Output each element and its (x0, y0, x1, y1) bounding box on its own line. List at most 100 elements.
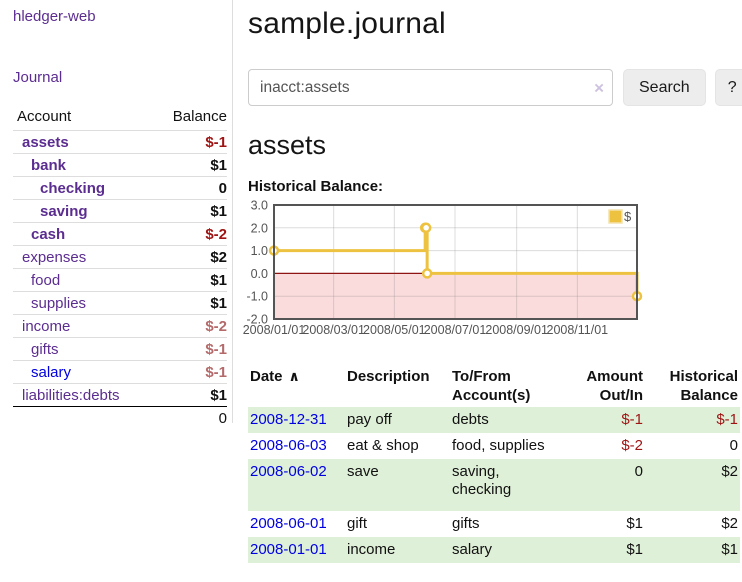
register-description: income (347, 541, 396, 558)
register-column-header: Description (345, 365, 450, 407)
sidebar-account-link[interactable]: income (22, 318, 71, 335)
column-label: Historical Balance (669, 368, 738, 404)
register-column-header[interactable]: Date ∧ (248, 365, 345, 407)
account-row: cash $-2 (13, 222, 227, 246)
y-tick-label: 1.0 (251, 244, 268, 258)
accounts-header-account: Account (17, 108, 72, 125)
sidebar-account-link[interactable]: checking (40, 180, 106, 197)
x-tick-label: 2008/07/01 (424, 323, 487, 337)
register-row: 2008-06-03 eat & shop food, supplies $-2 0 (248, 433, 740, 459)
sort-ascending-icon: ∧ (288, 368, 300, 384)
search-button[interactable]: Search (623, 69, 706, 106)
sidebar-account-link[interactable]: expenses (22, 249, 87, 266)
register-balance: $2 (721, 463, 738, 480)
register-date-link[interactable]: 2008-06-03 (250, 437, 327, 454)
sidebar-account-link[interactable]: assets (22, 134, 69, 151)
register-balance: $2 (721, 515, 738, 532)
chart-point-marker (420, 222, 432, 234)
account-balance: $1 (154, 199, 227, 223)
register-accounts: gifts (452, 515, 480, 532)
register-accounts: food, supplies (452, 437, 545, 454)
help-button[interactable]: ? (714, 69, 742, 106)
account-balance: $1 (154, 268, 227, 292)
register-amount: $-2 (621, 437, 643, 454)
x-tick-label: 2008/03/01 (302, 323, 365, 337)
register-amount: 0 (634, 463, 643, 480)
y-tick-label: -2.0 (246, 313, 268, 327)
search-form: × Search ? (248, 69, 742, 106)
account-row: gifts $-1 (13, 337, 227, 361)
account-balance: $1 (154, 291, 227, 315)
sidebar-account-link[interactable]: bank (31, 157, 67, 174)
account-row: food $1 (13, 268, 227, 292)
chart-point-marker (421, 268, 433, 279)
clear-search-icon[interactable]: × (594, 78, 604, 97)
account-balance: $-2 (154, 222, 227, 246)
register-row: 2008-06-01 gift gifts $1 $2 (248, 511, 740, 537)
account-balance: $-1 (154, 337, 227, 361)
account-row: salary $-1 (13, 360, 227, 384)
x-tick-label: 2008/11/01 (547, 323, 609, 337)
historical-balance-chart: $3.0 2.0 1.0 0.0 -1.0 -2.0 2008/01/01 2008/03/0… (238, 199, 742, 343)
account-row: bank $1 (13, 153, 227, 177)
chart-title: Historical Balance: (248, 178, 384, 195)
register-header-row: Date ∧ Description To/From Account(s) Amount… (248, 365, 740, 407)
search-input[interactable] (248, 69, 613, 106)
balance-chart-svg: $3.0 2.0 1.0 0.0 -1.0 -2.02008/01/012008/03/0… (243, 199, 643, 337)
chart-legend-swatch (608, 209, 623, 224)
account-balance: 0 (154, 176, 227, 200)
y-tick-label: 3.0 (251, 199, 268, 213)
sidebar-item-journal[interactable]: Journal (13, 69, 63, 86)
account-balance: $1 (154, 153, 227, 177)
register-description: save (347, 463, 379, 480)
register-description: eat & shop (347, 437, 419, 454)
account-row: expenses $2 (13, 245, 227, 269)
brand-link[interactable]: hledger-web (13, 8, 96, 25)
register-date-link[interactable]: 2008-12-31 (250, 411, 327, 428)
sidebar-account-link[interactable]: saving (40, 203, 88, 220)
account-row: saving $1 (13, 199, 227, 223)
page: hledger-web Journal Account Balance asse… (13, 0, 742, 563)
y-tick-label: 2.0 (251, 221, 268, 235)
register-table: Date ∧ Description To/From Account(s) Amount… (248, 365, 740, 563)
register-column-header: Amount Out/In (560, 365, 645, 407)
register-row: 2008-06-02 save saving, checking 0 $2 (248, 459, 740, 511)
sidebar-account-link[interactable]: food (31, 272, 61, 289)
sidebar-account-link[interactable]: gifts (31, 341, 59, 358)
register-date-link[interactable]: 2008-01-01 (250, 541, 327, 558)
account-row: income $-2 (13, 314, 227, 338)
register-date-link[interactable]: 2008-06-02 (250, 463, 327, 480)
register-row: 2008-12-31 pay off debts $-1 $-1 (248, 407, 740, 433)
chart-border (273, 204, 638, 320)
column-label: Description (347, 368, 430, 385)
search-box: × (248, 69, 613, 106)
accounts-table: Account Balance assets $-1 bank $1 checking 0… (13, 104, 227, 429)
register-accounts: debts (452, 411, 489, 428)
register-date-link[interactable]: 2008-06-01 (250, 515, 327, 532)
sidebar-account-link[interactable]: salary (31, 364, 72, 381)
register-amount: $1 (626, 541, 643, 558)
y-tick-label: 0.0 (251, 267, 268, 281)
sidebar-account-link[interactable]: liabilities:debts (22, 387, 120, 404)
account-balance: $1 (154, 383, 227, 407)
sidebar-account-link[interactable]: cash (31, 226, 66, 243)
accounts-header-row: Account Balance (13, 104, 227, 131)
account-row: supplies $1 (13, 291, 227, 315)
account-balance: $2 (154, 245, 227, 269)
register-balance: $1 (721, 541, 738, 558)
register-balance: $-1 (716, 411, 738, 428)
register-description: gift (347, 515, 368, 532)
sidebar-account-link[interactable]: supplies (31, 295, 87, 312)
account-row: liabilities:debts $1 (13, 383, 227, 407)
x-tick-label: 2008/09/01 (485, 323, 548, 337)
x-tick-label: 2008/01/01 (243, 323, 306, 337)
register-amount: $-1 (621, 411, 643, 428)
y-tick-label: -1.0 (246, 290, 268, 304)
account-heading: assets (248, 130, 327, 160)
x-tick-label: 2008/05/01 (363, 323, 426, 337)
column-label: To/From Account(s) (452, 368, 531, 404)
account-balance: $-1 (154, 360, 227, 384)
register-accounts: salary (452, 541, 493, 558)
account-balance: $-1 (154, 130, 227, 154)
chart-legend-label: $ (624, 209, 632, 224)
